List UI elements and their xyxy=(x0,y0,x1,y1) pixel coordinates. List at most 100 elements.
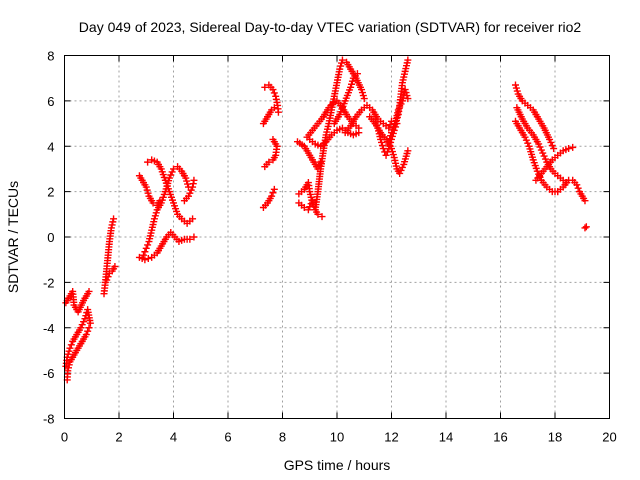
y-tick-label: 2 xyxy=(47,185,54,200)
y-tick-label: 6 xyxy=(47,94,54,109)
data-point xyxy=(353,70,361,78)
data-point xyxy=(300,204,308,212)
data-point xyxy=(329,99,337,107)
x-tick-label: 16 xyxy=(493,430,507,445)
data-point xyxy=(84,327,92,335)
data-point xyxy=(270,185,278,193)
data-point xyxy=(338,56,346,64)
x-tick-label: 18 xyxy=(548,430,562,445)
series-arc-ab xyxy=(513,104,570,187)
data-point xyxy=(565,145,573,153)
data-point xyxy=(574,184,582,192)
data-point xyxy=(355,129,363,137)
data-point xyxy=(274,108,282,116)
data-point xyxy=(404,56,412,64)
data-point xyxy=(144,255,152,263)
series-arc-p xyxy=(295,179,326,221)
data-point xyxy=(66,344,74,352)
data-point xyxy=(144,241,152,249)
series-arc-l xyxy=(259,104,278,128)
series-arc-m xyxy=(261,135,281,171)
series-arc-b xyxy=(62,306,94,370)
series-arc-i xyxy=(135,228,198,264)
data-point xyxy=(142,244,150,252)
data-point xyxy=(141,256,149,264)
data-point xyxy=(86,319,94,327)
data-point xyxy=(383,148,391,156)
data-point xyxy=(269,86,277,94)
series-arc-q xyxy=(295,197,316,214)
y-tick-label: 8 xyxy=(47,49,54,64)
y-tick-label: 4 xyxy=(47,139,54,154)
data-point xyxy=(581,224,589,232)
y-tick-label: 0 xyxy=(47,230,54,245)
data-point xyxy=(270,89,278,97)
data-point xyxy=(104,273,112,281)
data-point xyxy=(261,83,269,91)
data-point xyxy=(189,215,197,223)
series-arc-ad xyxy=(532,143,577,184)
x-tick-label: 2 xyxy=(115,430,122,445)
x-tick-label: 8 xyxy=(279,430,286,445)
data-point xyxy=(268,192,276,200)
data-point xyxy=(110,215,118,223)
data-point xyxy=(85,324,93,332)
data-point xyxy=(360,95,368,103)
data-point xyxy=(111,262,119,270)
x-tick-label: 10 xyxy=(330,430,344,445)
series-arc-z xyxy=(385,86,412,146)
data-point xyxy=(67,341,75,349)
grid xyxy=(64,55,610,419)
series-arc-aa xyxy=(511,81,558,153)
data-point xyxy=(269,135,277,143)
series-arc-j xyxy=(180,176,198,205)
data-point xyxy=(550,145,558,153)
data-point xyxy=(318,213,326,221)
data-point xyxy=(186,235,194,243)
series-arc-u xyxy=(330,70,361,128)
series-arc-o xyxy=(293,138,325,173)
series-arc-n xyxy=(259,185,278,212)
x-axis-label: GPS time / hours xyxy=(284,457,391,473)
data-point xyxy=(190,176,198,184)
y-tick-label: -8 xyxy=(43,412,55,427)
series-arc-v xyxy=(341,101,395,137)
chart-title: Day 049 of 2023, Sidereal Day-to-day VTE… xyxy=(79,19,582,35)
data-point xyxy=(144,158,152,166)
data-point xyxy=(382,151,390,159)
x-tick-label: 0 xyxy=(61,430,68,445)
y-tick-label: -2 xyxy=(43,275,55,290)
data-point xyxy=(85,287,93,295)
data-point xyxy=(190,233,198,241)
y-tick-labels: -8 -6 -4 -2 0 2 4 6 8 xyxy=(43,49,55,427)
series-arc-d xyxy=(100,215,118,298)
y-axis-label: SDTVAR / TECUs xyxy=(5,181,21,293)
x-tick-label: 12 xyxy=(384,430,398,445)
data-point xyxy=(569,143,577,151)
series-arc-t xyxy=(306,124,363,150)
x-tick-labels: 0 2 4 6 8 10 12 14 16 18 20 xyxy=(61,430,617,445)
data-point xyxy=(385,124,393,132)
series-arc-c xyxy=(63,324,93,384)
data-point xyxy=(170,165,177,173)
y-tick-label: -4 xyxy=(43,321,55,336)
data-point xyxy=(265,158,273,166)
data-point xyxy=(140,251,148,259)
plot-frame xyxy=(64,55,610,419)
data-points xyxy=(62,56,590,384)
x-tick-label: 20 xyxy=(602,430,616,445)
data-point xyxy=(269,189,277,197)
series-arc-e xyxy=(103,262,119,284)
x-tick-label: 4 xyxy=(170,430,177,445)
series-arc-ae xyxy=(554,176,589,205)
data-point xyxy=(404,147,412,155)
data-point xyxy=(581,197,589,205)
data-point xyxy=(141,248,149,256)
data-point xyxy=(103,276,111,284)
series-arc-h xyxy=(140,163,192,259)
data-point xyxy=(314,210,322,218)
data-point xyxy=(82,331,90,339)
x-tick-label: 14 xyxy=(439,430,453,445)
data-point xyxy=(582,223,590,231)
